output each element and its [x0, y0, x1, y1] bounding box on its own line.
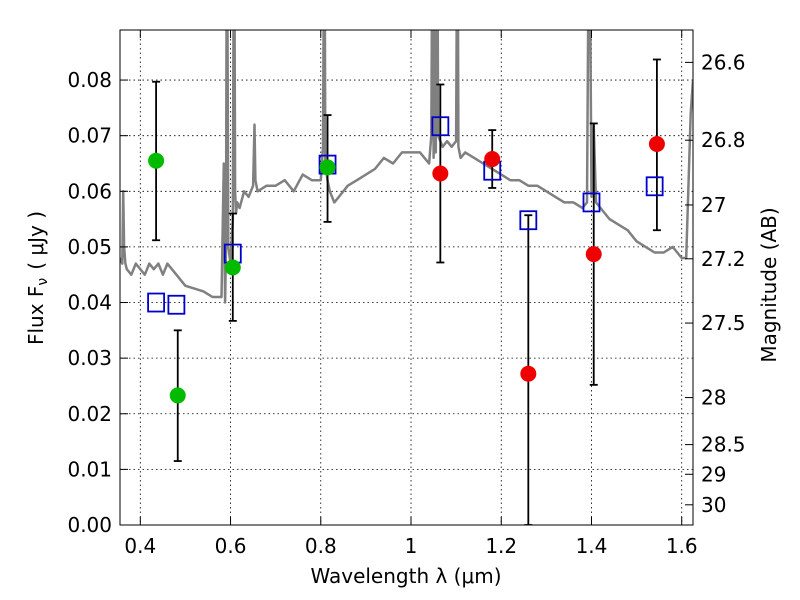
axes: 0.4 0.6 0.8 1 1.2 1.4 1.6 0.00 0.01 0.02 0.03 0.04 0…	[67, 30, 746, 558]
y-axis-title: Flux Fν ( μJy )	[24, 211, 51, 345]
red-data-point	[432, 165, 449, 182]
mag-tick-label: 27.5	[701, 311, 746, 335]
model-photometry-square	[519, 210, 538, 231]
y-axis-title-main: Flux F	[24, 286, 48, 345]
mag-tick-label: 30	[701, 493, 726, 517]
x-tick-label: 1.4	[576, 534, 608, 558]
plot-background	[120, 30, 693, 525]
mag-tick-label: 26.6	[701, 50, 746, 74]
y-tick-label: 0.01	[67, 457, 112, 481]
x-tick-label: 1	[405, 534, 418, 558]
red-data-point	[520, 365, 537, 382]
mag-tick-label: 27.2	[701, 247, 746, 271]
x-tick-label: 0.8	[305, 534, 337, 558]
y-tick-label: 0.03	[67, 346, 112, 370]
green-data-point	[224, 259, 241, 276]
x-tick-label: 0.4	[124, 534, 156, 558]
green-data-point	[319, 159, 336, 176]
red-data-point	[585, 246, 602, 263]
y-tick-label: 0.08	[67, 68, 112, 92]
model-photometry-square	[582, 192, 601, 213]
x-axis-title: Wavelength λ (μm)	[310, 564, 501, 588]
red-data-point	[648, 136, 665, 153]
red-data-point	[484, 151, 501, 168]
y-tick-label: 0.05	[67, 235, 112, 259]
mag-tick-label: 28.5	[701, 433, 746, 457]
model-spectrum-line	[120, 30, 693, 304]
y-tick-label: 0.06	[67, 179, 112, 203]
data-markers	[147, 116, 665, 404]
y-axis-title-subscript: ν	[35, 278, 51, 286]
x-tick-label: 1.2	[485, 534, 517, 558]
y-tick-label: 0.02	[67, 402, 112, 426]
y-tick-label: 0.04	[67, 291, 112, 315]
y-axis-title-unit: ( μJy )	[24, 211, 48, 270]
green-data-point	[169, 387, 186, 404]
right-axis-title: Magnitude (AB)	[757, 207, 781, 362]
model-photometry-square	[431, 116, 450, 137]
mag-tick-label: 27	[701, 193, 726, 217]
green-data-point	[148, 152, 165, 169]
y-tick-label: 0.00	[67, 513, 112, 537]
model-photometry-square	[645, 176, 664, 197]
mag-tick-label: 29	[701, 462, 726, 486]
model-photometry-square	[167, 294, 186, 315]
x-tick-label: 1.6	[666, 534, 698, 558]
y-tick-label: 0.07	[67, 124, 112, 148]
mag-tick-label: 26.8	[701, 128, 746, 152]
mag-tick-label: 28	[701, 386, 726, 410]
model-photometry-square	[147, 292, 165, 313]
x-tick-label: 0.6	[215, 534, 247, 558]
plot-frame	[119, 29, 694, 526]
